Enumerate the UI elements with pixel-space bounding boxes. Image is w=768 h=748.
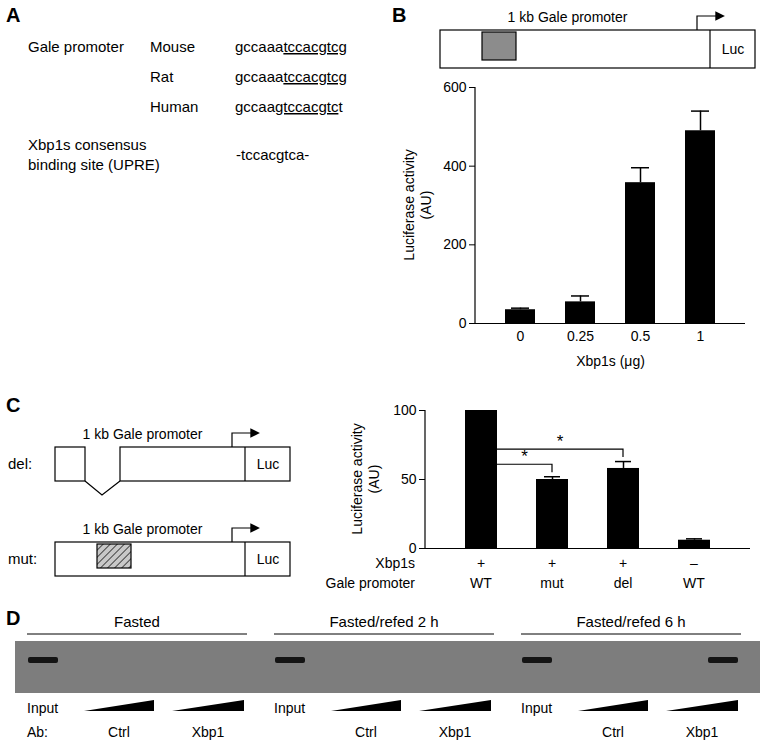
svg-text:Ctrl: Ctrl <box>602 724 624 740</box>
svg-text:–: – <box>690 555 698 571</box>
svg-text:Luciferase activity(AU): Luciferase activity(AU) <box>349 423 382 534</box>
svg-text:Fasted: Fasted <box>114 613 160 630</box>
svg-text:Gale promoter: Gale promoter <box>28 38 124 55</box>
svg-text:1: 1 <box>697 328 705 344</box>
svg-text:del: del <box>614 575 633 591</box>
svg-text:400: 400 <box>443 158 467 174</box>
svg-text:-tccacgtca-: -tccacgtca- <box>236 146 309 163</box>
svg-text:C: C <box>6 394 20 416</box>
svg-text:binding site (UPRE): binding site (UPRE) <box>28 156 160 173</box>
svg-text:0.25: 0.25 <box>567 328 594 344</box>
svg-text:Ctrl: Ctrl <box>108 724 130 740</box>
svg-text:mut:: mut: <box>8 550 37 567</box>
svg-text:+: + <box>548 555 556 571</box>
svg-text:B: B <box>392 4 406 26</box>
svg-text:0: 0 <box>409 540 417 556</box>
svg-text:+: + <box>477 555 485 571</box>
svg-text:Mouse: Mouse <box>150 38 195 55</box>
svg-text:Fasted/refed 2 h: Fasted/refed 2 h <box>329 613 438 630</box>
svg-text:600: 600 <box>443 79 467 95</box>
svg-text:0.5: 0.5 <box>631 328 651 344</box>
svg-text:del:: del: <box>8 455 32 472</box>
svg-text:200: 200 <box>443 236 467 252</box>
svg-text:Xbp1s (μg): Xbp1s (μg) <box>576 353 645 369</box>
svg-text:+: + <box>619 555 627 571</box>
svg-text:D: D <box>6 607 20 629</box>
svg-text:Ab:: Ab: <box>27 724 48 740</box>
svg-text:100: 100 <box>393 402 417 418</box>
svg-text:A: A <box>6 4 20 26</box>
svg-text:Xbp1s: Xbp1s <box>375 555 415 571</box>
svg-text:Ctrl: Ctrl <box>355 724 377 740</box>
svg-text:Rat: Rat <box>150 68 174 85</box>
svg-text:WT: WT <box>683 575 705 591</box>
svg-text:mut: mut <box>540 575 563 591</box>
svg-text:*: * <box>557 432 564 451</box>
svg-text:Human: Human <box>150 98 198 115</box>
svg-text:0: 0 <box>517 328 525 344</box>
svg-text:Luc: Luc <box>722 41 745 57</box>
svg-text:WT: WT <box>470 575 492 591</box>
svg-text:1 kb Gale promoter: 1 kb Gale promoter <box>83 521 203 537</box>
svg-text:gccaaatccacgtcg: gccaaatccacgtcg <box>235 38 347 55</box>
svg-text:Input: Input <box>521 700 552 716</box>
svg-text:Luciferase activity(AU): Luciferase activity(AU) <box>401 149 434 260</box>
svg-text:Gale promoter: Gale promoter <box>326 575 416 591</box>
svg-text:50: 50 <box>401 471 417 487</box>
svg-text:Luc: Luc <box>257 456 280 472</box>
svg-text:Luc: Luc <box>257 551 280 567</box>
svg-text:0: 0 <box>459 315 467 331</box>
svg-text:*: * <box>521 447 528 466</box>
svg-text:1 kb Gale promoter: 1 kb Gale promoter <box>508 9 628 25</box>
svg-text:Xbp1: Xbp1 <box>439 724 472 740</box>
svg-text:Input: Input <box>27 700 58 716</box>
svg-text:gccaagtccacgtct: gccaagtccacgtct <box>235 98 343 115</box>
svg-text:1 kb Gale promoter: 1 kb Gale promoter <box>83 426 203 442</box>
svg-text:Input: Input <box>274 700 305 716</box>
svg-text:Xbp1s consensus: Xbp1s consensus <box>28 136 146 153</box>
svg-text:Xbp1: Xbp1 <box>192 724 225 740</box>
svg-text:gccaaatccacgtcg: gccaaatccacgtcg <box>235 68 347 85</box>
svg-text:Xbp1: Xbp1 <box>686 724 719 740</box>
svg-text:Fasted/refed 6 h: Fasted/refed 6 h <box>576 613 685 630</box>
